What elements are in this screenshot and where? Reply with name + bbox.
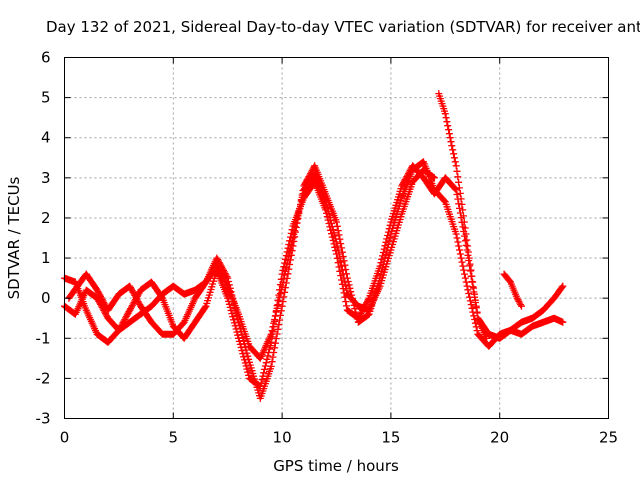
y-tick-label: 2 bbox=[41, 209, 51, 227]
data-markers bbox=[61, 90, 567, 402]
x-tick-labels: 0 5 10 15 20 25 bbox=[60, 429, 618, 447]
y-tick-label: -3 bbox=[36, 410, 51, 428]
y-tick-label: 5 bbox=[41, 89, 51, 107]
plus-markers bbox=[435, 90, 491, 342]
y-axis-label: SDTVAR / TECUs bbox=[5, 176, 23, 299]
x-tick-label: 25 bbox=[599, 429, 618, 447]
x-tick-label: 10 bbox=[273, 429, 292, 447]
series-track-4 bbox=[435, 90, 491, 342]
y-tick-label: -1 bbox=[36, 329, 51, 347]
y-tick-label: 0 bbox=[41, 289, 51, 307]
plus-markers bbox=[61, 158, 567, 402]
series-track-5 bbox=[500, 270, 525, 310]
series-track-2 bbox=[61, 162, 567, 390]
axis-ticks bbox=[64, 57, 609, 419]
y-tick-label: 1 bbox=[41, 249, 51, 267]
x-axis-label: GPS time / hours bbox=[273, 457, 399, 475]
x-tick-label: 5 bbox=[169, 429, 179, 447]
plot-frame bbox=[64, 57, 609, 419]
series-track-1 bbox=[61, 158, 567, 402]
y-tick-label: 3 bbox=[41, 169, 51, 187]
y-tick-label: 6 bbox=[41, 49, 51, 67]
y-tick-label: 4 bbox=[41, 129, 51, 147]
x-tick-label: 0 bbox=[60, 429, 70, 447]
x-tick-label: 20 bbox=[490, 429, 509, 447]
y-tick-label: -2 bbox=[36, 369, 51, 387]
chart-title: Day 132 of 2021, Sidereal Day-to-day VTE… bbox=[46, 18, 640, 36]
plus-markers bbox=[61, 162, 567, 390]
grid bbox=[64, 57, 609, 419]
y-tick-labels: -3 -2 -1 0 1 2 3 4 5 6 bbox=[36, 49, 51, 428]
plus-markers bbox=[500, 270, 525, 310]
x-tick-label: 15 bbox=[381, 429, 400, 447]
